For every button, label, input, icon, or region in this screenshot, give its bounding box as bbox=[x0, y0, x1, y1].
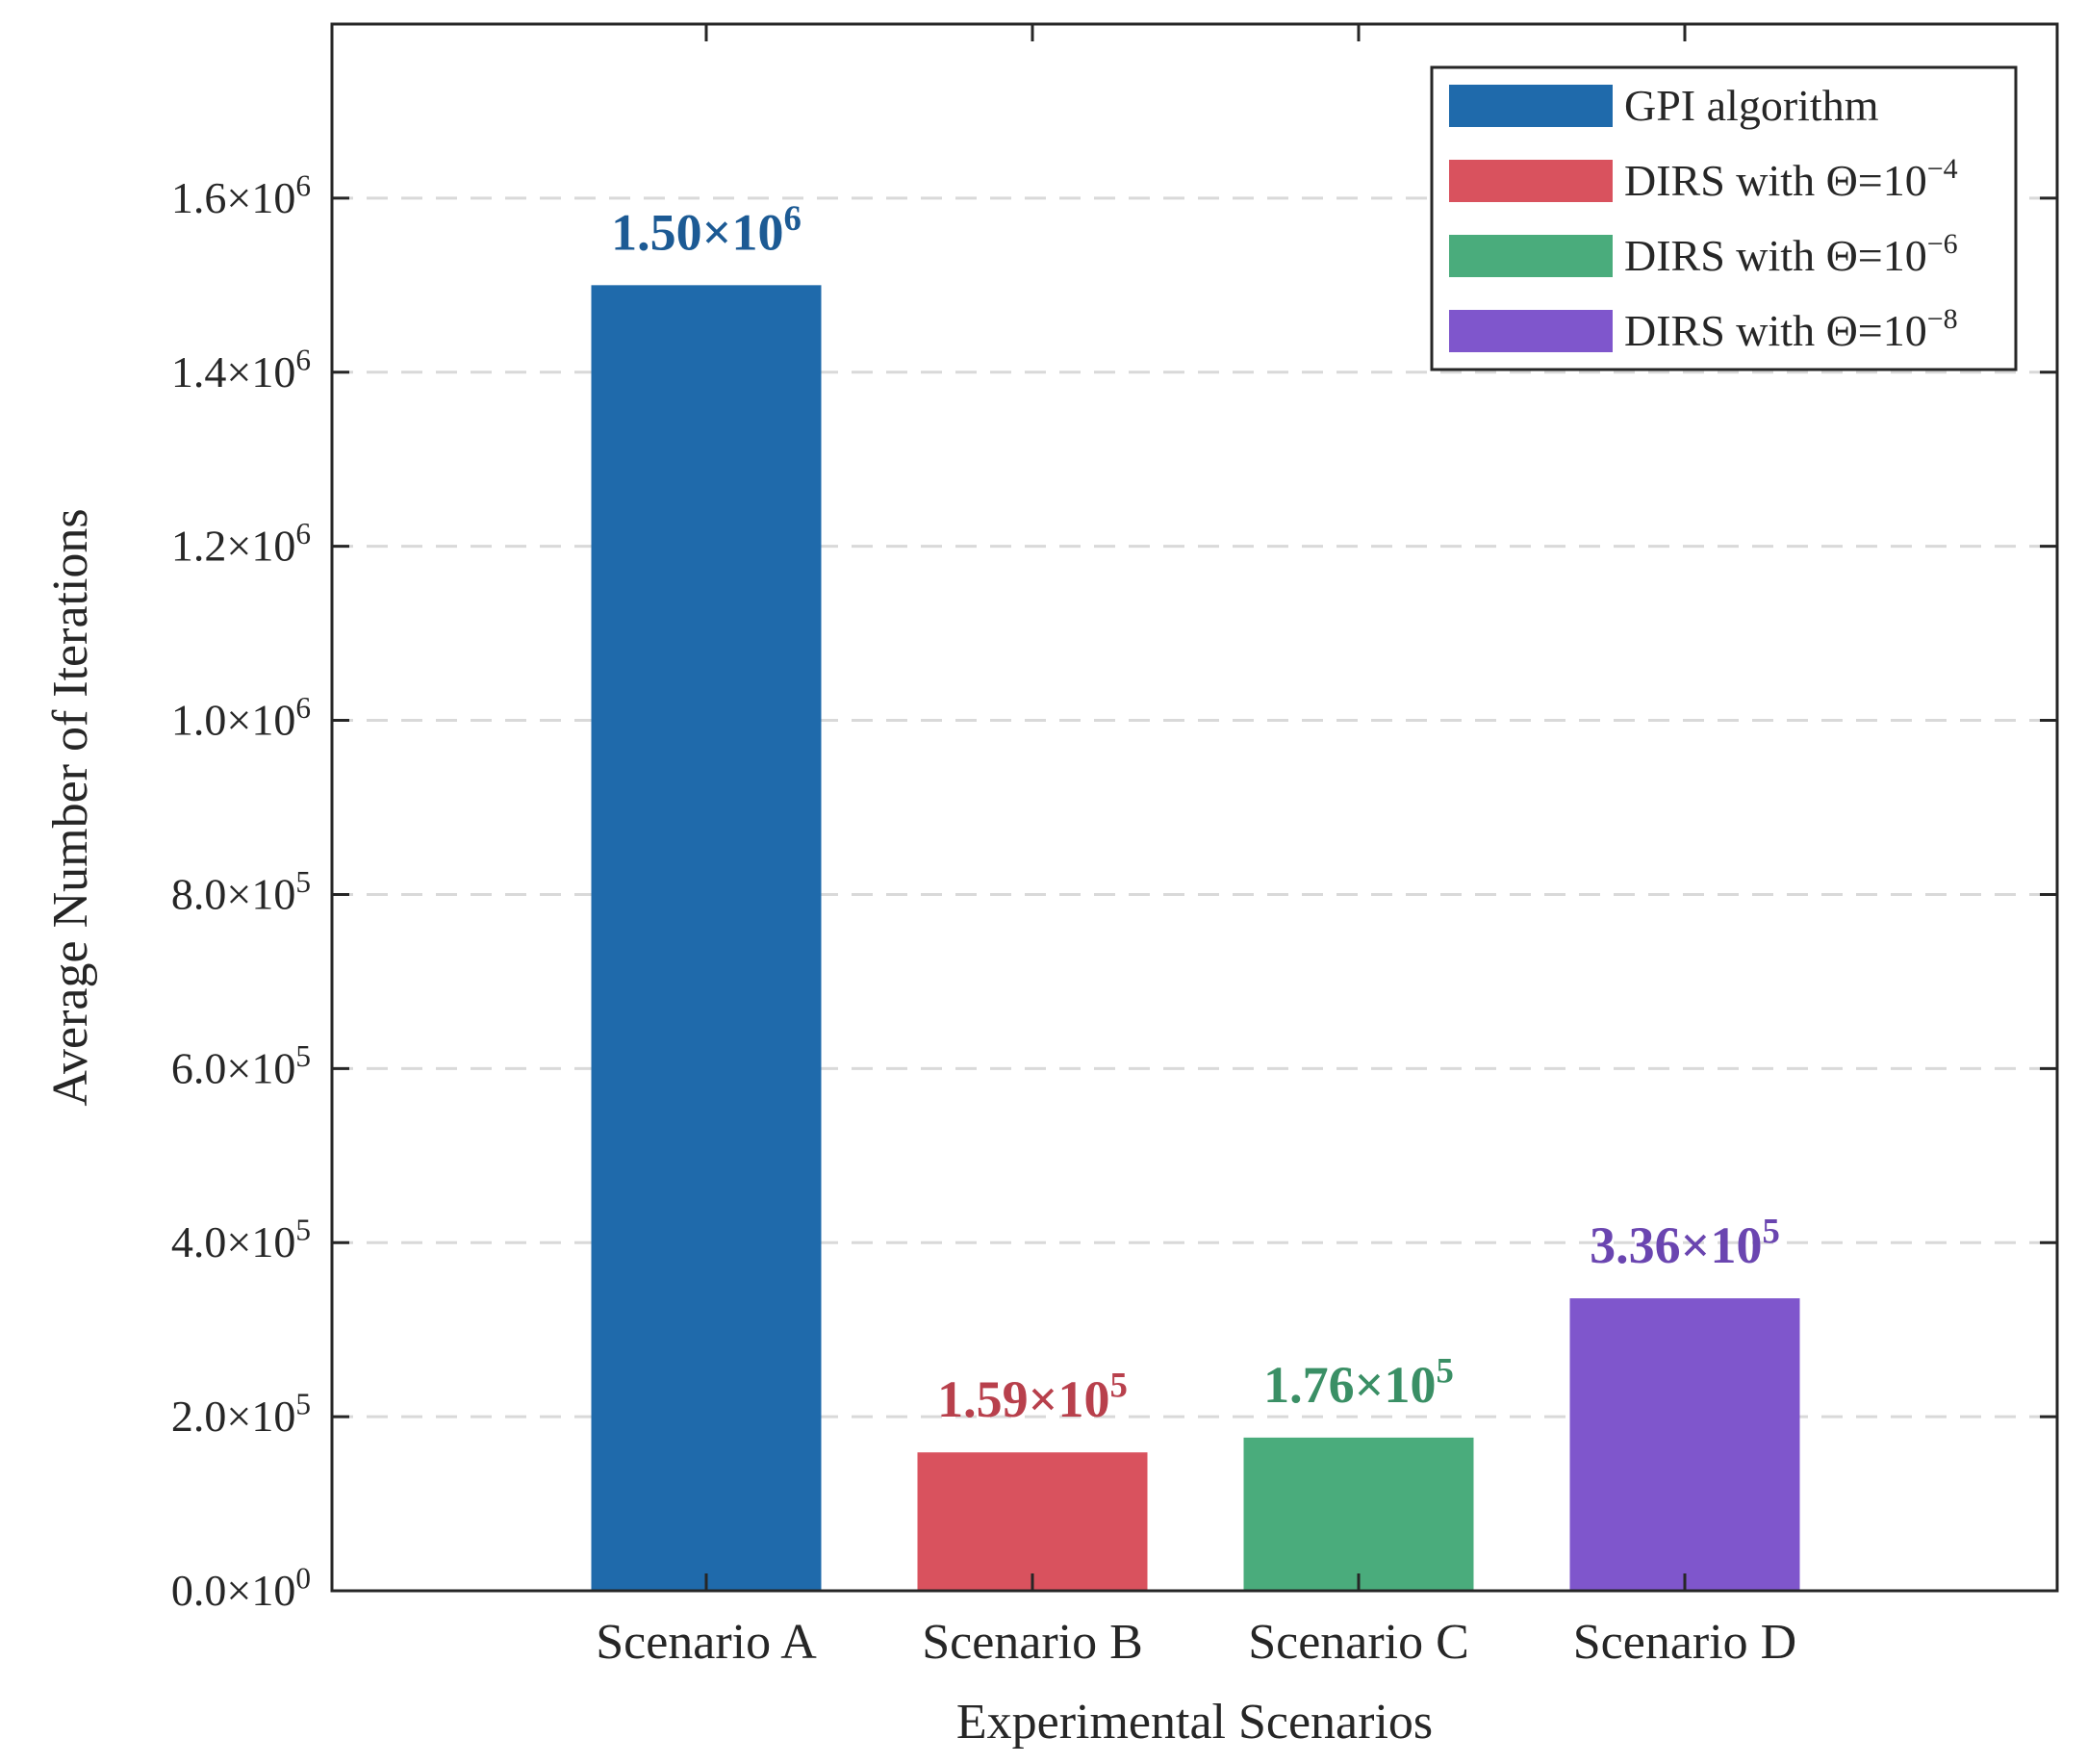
y-tick-label-exponent: 6 bbox=[295, 517, 311, 550]
x-tick-label: Scenario C bbox=[1248, 1615, 1469, 1670]
bar-value-label-mantissa: 1.59×10 bbox=[937, 1370, 1109, 1428]
y-tick-label: 8.0×105 bbox=[171, 865, 311, 918]
y-tick-label-mantissa: 2.0×10 bbox=[171, 1392, 295, 1441]
y-tick-label: 2.0×105 bbox=[171, 1388, 311, 1441]
y-axis-label: Average Number of Iterations bbox=[43, 508, 98, 1106]
y-tick-label: 0.0×100 bbox=[171, 1562, 311, 1615]
y-tick-label-mantissa: 6.0×10 bbox=[171, 1043, 295, 1092]
y-tick-label-mantissa: 4.0×10 bbox=[171, 1217, 295, 1266]
bar-value-label: 3.36×105 bbox=[1590, 1212, 1780, 1275]
bar-value-label-mantissa: 3.36×10 bbox=[1590, 1216, 1762, 1274]
y-tick-label-exponent: 5 bbox=[295, 1388, 311, 1421]
legend: GPI algorithm DIRS with Θ=10−4 DIRS with Θ… bbox=[1430, 65, 2018, 371]
legend-label: DIRS with Θ=10−4 bbox=[1624, 153, 1958, 205]
bar-value-label-exponent: 5 bbox=[1762, 1212, 1779, 1251]
y-tick-label-exponent: 0 bbox=[295, 1562, 311, 1596]
plot-area-frame bbox=[330, 22, 2059, 1593]
bar-scenario-d bbox=[1569, 1298, 1800, 1591]
y-tick-label: 4.0×105 bbox=[171, 1214, 311, 1266]
bar-scenario-c bbox=[1243, 1437, 1474, 1591]
y-tick-label-mantissa: 1.4×10 bbox=[171, 347, 295, 396]
y-tick-label-exponent: 6 bbox=[295, 691, 311, 725]
bar-scenario-b bbox=[917, 1452, 1148, 1591]
y-tick-label: 6.0×105 bbox=[171, 1039, 311, 1092]
y-tick-label-exponent: 6 bbox=[295, 168, 311, 202]
x-tick-labels: Scenario A Scenario B Scenario C Scenario D bbox=[596, 1615, 1796, 1670]
bar-value-label: 1.76×105 bbox=[1263, 1350, 1454, 1414]
legend-swatch bbox=[1449, 235, 1613, 277]
legend-swatch bbox=[1449, 310, 1613, 352]
x-tick-label: Scenario D bbox=[1573, 1615, 1796, 1670]
y-tick-label-mantissa: 8.0×10 bbox=[171, 869, 295, 918]
legend-label: GPI algorithm bbox=[1624, 81, 1879, 130]
bar-value-label: 1.59×105 bbox=[937, 1366, 1128, 1429]
y-tick-label-mantissa: 0.0×10 bbox=[171, 1566, 295, 1615]
y-tick-label-exponent: 6 bbox=[295, 343, 311, 376]
axis-ticks bbox=[332, 24, 2057, 1593]
y-tick-label-mantissa: 1.2×10 bbox=[171, 522, 295, 571]
legend-label: DIRS with Θ=10−6 bbox=[1624, 228, 1958, 280]
bar-value-label: 1.50×106 bbox=[611, 198, 802, 262]
y-tick-labels: 0.0×1002.0×1054.0×1056.0×1058.0×1051.0×1… bbox=[171, 168, 311, 1615]
bars bbox=[591, 285, 1800, 1591]
grid-lines bbox=[332, 196, 2057, 1419]
x-tick-label: Scenario A bbox=[596, 1615, 817, 1670]
y-tick-label: 1.0×106 bbox=[171, 691, 311, 744]
y-tick-label: 1.2×106 bbox=[171, 517, 311, 570]
x-tick-label: Scenario B bbox=[922, 1615, 1143, 1670]
x-axis-label: Experimental Scenarios bbox=[956, 1695, 1433, 1750]
legend-label: DIRS with Θ=10−8 bbox=[1624, 303, 1958, 355]
bar-value-label-exponent: 5 bbox=[1109, 1366, 1127, 1405]
legend-swatch bbox=[1449, 85, 1613, 127]
y-tick-label-exponent: 5 bbox=[295, 865, 311, 899]
bar-value-label-exponent: 5 bbox=[1436, 1350, 1453, 1390]
y-tick-label-exponent: 5 bbox=[295, 1039, 311, 1073]
y-tick-label-mantissa: 1.0×10 bbox=[171, 696, 295, 745]
bar-value-label-exponent: 6 bbox=[783, 198, 801, 238]
y-tick-label-exponent: 5 bbox=[295, 1214, 311, 1247]
y-tick-label: 1.6×106 bbox=[171, 168, 311, 221]
bar-value-label-mantissa: 1.50×10 bbox=[611, 203, 783, 261]
y-tick-label: 1.4×106 bbox=[171, 343, 311, 396]
bar-scenario-a bbox=[591, 285, 822, 1591]
legend-swatch bbox=[1449, 160, 1613, 202]
y-tick-label-mantissa: 1.6×10 bbox=[171, 173, 295, 222]
bar-value-label-mantissa: 1.76×10 bbox=[1263, 1356, 1436, 1414]
